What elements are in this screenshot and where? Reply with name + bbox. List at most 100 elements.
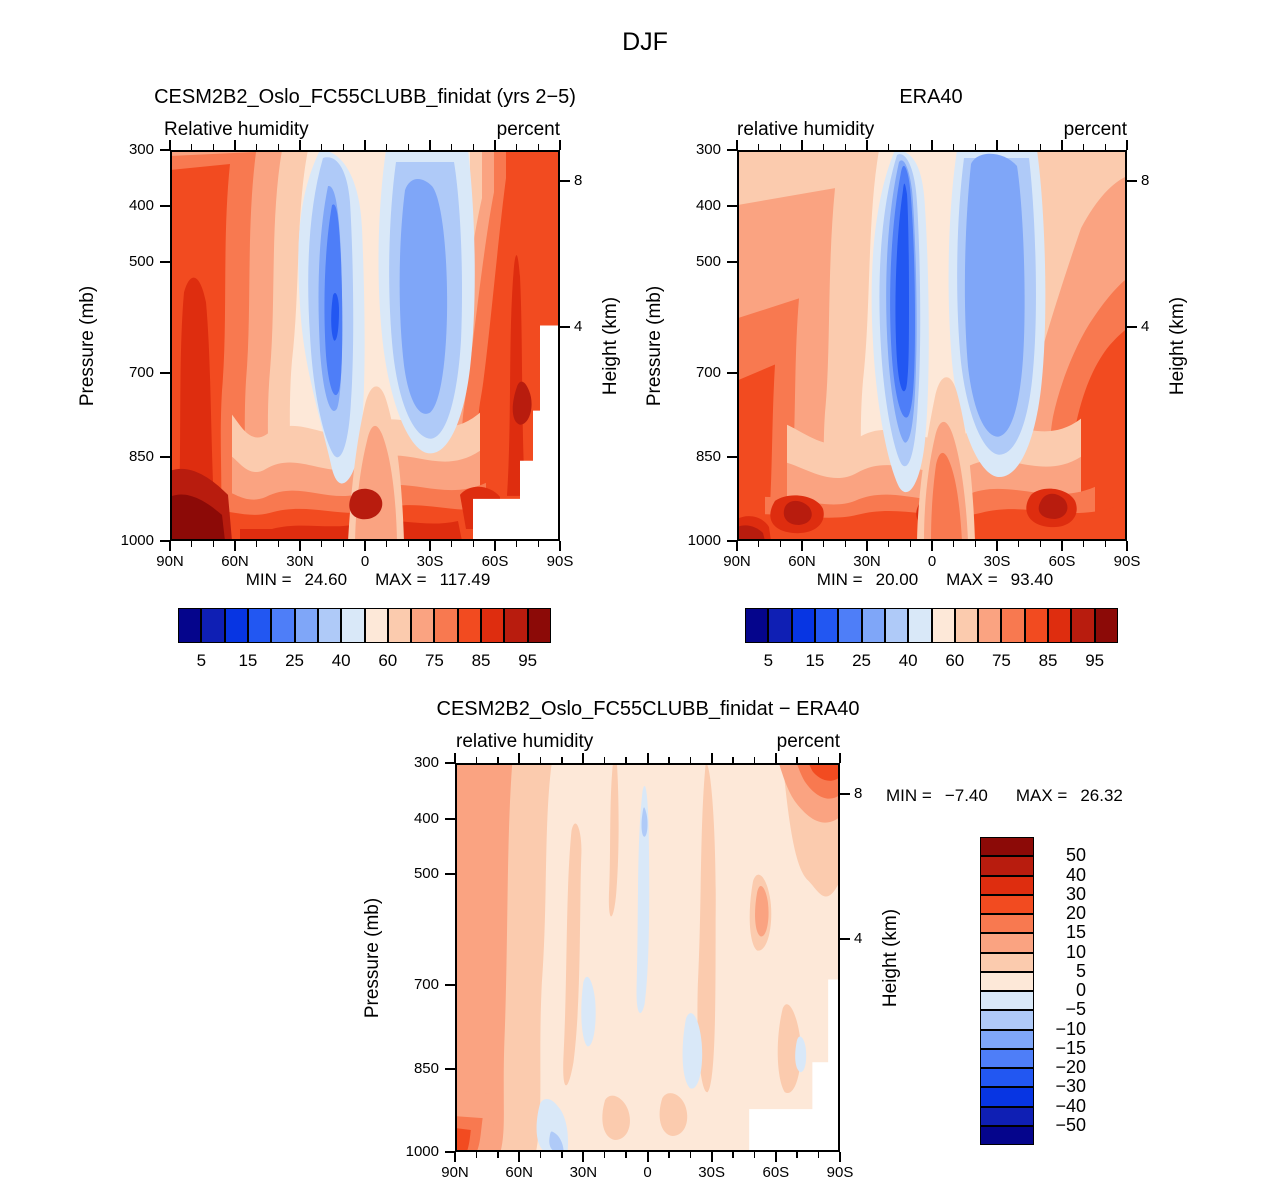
height-tick-label: 4 <box>1141 317 1150 335</box>
x-tick-label: 30S <box>698 1164 726 1181</box>
pressure-tick <box>727 456 737 459</box>
colorbar-cell <box>980 1029 1034 1049</box>
pressure-tick <box>160 260 170 263</box>
x-tick-label: 90N <box>156 553 184 570</box>
height-axis-label-model: Height (km) <box>600 296 621 396</box>
pressure-axis-label-model: Pressure (mb) <box>77 285 98 407</box>
x-tick-label: 30S <box>416 553 444 570</box>
x-tick <box>537 541 540 547</box>
x-tick <box>974 144 977 150</box>
colorbar-tick-label: 95 <box>1085 651 1105 670</box>
pressure-tick <box>727 540 737 542</box>
colorbar-cell <box>527 608 551 643</box>
x-tick-label: 90S <box>826 1164 854 1181</box>
x-tick <box>407 541 410 547</box>
x-tick <box>190 144 193 150</box>
x-tick <box>996 140 998 150</box>
x-tick <box>753 757 756 763</box>
max-value: 117.49 <box>439 570 491 589</box>
colorbar-tick-label: 15 <box>1065 922 1086 943</box>
colorbar-tick-label: 40 <box>898 651 918 670</box>
pressure-tick-label: 850 <box>695 448 721 466</box>
x-tick <box>689 757 692 763</box>
colorbar-cell <box>814 608 839 643</box>
colorbar-cell <box>980 837 1034 857</box>
x-tick <box>931 140 933 150</box>
colorbar-cell <box>1048 608 1072 643</box>
x-tick <box>796 1152 798 1158</box>
x-tick <box>342 541 345 547</box>
page-title: DJF <box>622 28 668 56</box>
x-tick <box>736 140 738 150</box>
height-tick <box>1127 325 1137 328</box>
x-tick-label: 60N <box>788 553 816 570</box>
x-tick <box>255 144 258 150</box>
x-tick <box>539 757 542 763</box>
x-tick <box>668 1152 670 1158</box>
pressure-tick <box>445 1151 455 1153</box>
x-tick <box>475 757 478 763</box>
x-tick <box>212 541 215 547</box>
x-tick <box>1104 144 1107 150</box>
colorbar-cell <box>954 608 979 643</box>
pressure-tick <box>445 762 455 764</box>
pressure-tick <box>160 540 170 542</box>
variable-label-diff: relative humidity <box>456 731 594 752</box>
colorbar-tick-label: −50 <box>1055 1114 1086 1135</box>
x-tick <box>255 541 258 547</box>
colorbar-tick-label: 20 <box>1065 903 1086 923</box>
x-tick-label: 30S <box>983 553 1011 570</box>
x-tick <box>646 1152 649 1162</box>
x-tick <box>429 140 431 150</box>
colorbar-tick-label: 5 <box>763 651 774 670</box>
x-tick-label: 0 <box>927 553 937 570</box>
x-tick <box>822 541 825 547</box>
x-tick <box>1017 541 1020 547</box>
colorbar-cell <box>504 608 528 643</box>
x-tick-label: 60N <box>221 553 249 570</box>
x-tick <box>364 541 366 551</box>
colorbar-tick-label: 40 <box>1065 864 1086 885</box>
panel-title-model: CESM2B2_Oslo_FC55CLUBB_finidat (yrs 2−5) <box>154 86 576 108</box>
x-tick <box>429 541 431 551</box>
x-tick <box>952 541 955 547</box>
plot-panel-diff: 90N 60N 30N 0 30S 60S 90S 300 400 500 700 850 1000 8 4 <box>406 753 862 1181</box>
x-tick <box>1061 541 1063 551</box>
x-tick-label: 30N <box>853 553 881 570</box>
variable-label-era: relative humidity <box>737 119 875 140</box>
colorbar-tick-label: 10 <box>1065 941 1086 962</box>
x-tick <box>515 144 518 150</box>
colorbar-cell <box>838 608 862 643</box>
pressure-tick <box>727 260 737 263</box>
colorbar-tick-label: 30 <box>1065 883 1086 904</box>
colorbar-cell <box>201 608 225 643</box>
pressure-tick <box>445 817 455 820</box>
x-tick <box>494 140 496 150</box>
x-tick <box>736 541 738 551</box>
pressure-tick <box>445 984 455 987</box>
height-tick <box>840 937 850 940</box>
x-tick <box>277 144 280 150</box>
colorbar-model: 5 15 25 40 60 75 85 95 <box>178 608 551 670</box>
colorbar-tick-label: 60 <box>945 651 965 670</box>
colorbar-cell <box>1071 608 1095 643</box>
colorbar-tick-label: 5 <box>196 651 207 670</box>
x-tick <box>385 144 388 150</box>
minmax-model: MIN = 24.60 MAX = 117.49 <box>246 570 491 590</box>
x-tick <box>472 541 475 547</box>
colorbar-cell <box>980 856 1034 876</box>
x-tick <box>689 1152 692 1158</box>
x-tick <box>732 757 734 763</box>
x-tick <box>1061 140 1063 150</box>
x-tick <box>801 140 803 150</box>
colorbar-tick-label: 25 <box>852 651 872 670</box>
pressure-tick-label: 400 <box>128 196 154 214</box>
x-tick <box>277 541 280 547</box>
x-tick <box>1082 541 1085 547</box>
colorbar-cell <box>745 608 769 643</box>
contour-field-era <box>737 150 1127 541</box>
colorbar-cell <box>387 608 412 643</box>
colorbar-tick-label: 50 <box>1065 845 1086 866</box>
x-tick <box>1017 144 1020 150</box>
